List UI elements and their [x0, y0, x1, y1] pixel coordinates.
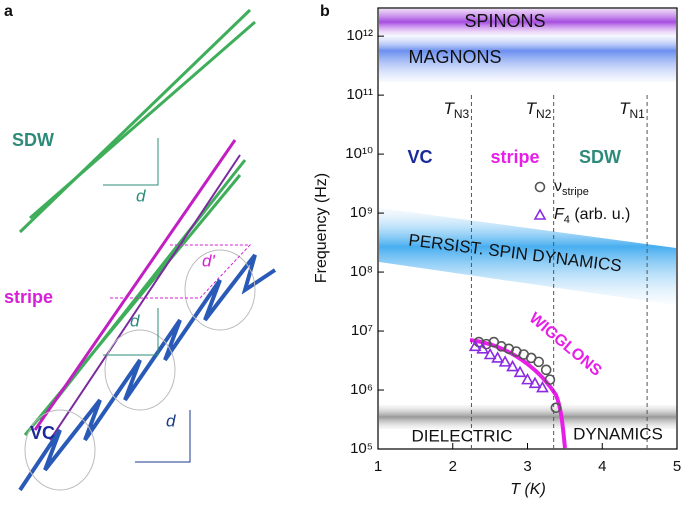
transition-label: TN2: [526, 99, 552, 121]
legend-symbol: ν: [554, 178, 562, 195]
annotation: SPINONS: [464, 11, 545, 31]
legend-subscript: 4: [564, 214, 570, 226]
data-point: [521, 372, 534, 385]
legend-subscript: stripe: [562, 186, 589, 198]
transition-label: TN3: [443, 99, 469, 121]
schematic: [18, 8, 277, 492]
data-point: [533, 356, 545, 368]
y-tick-label: 10¹¹: [346, 86, 373, 103]
y-tick-label: 10¹⁰: [345, 145, 373, 162]
data-point: [498, 355, 512, 367]
data-point: [550, 402, 562, 414]
legend-marker: [533, 208, 547, 220]
transition-subscript: N1: [629, 107, 645, 121]
transition-subscript: N2: [536, 107, 552, 121]
panel-label: a: [4, 3, 13, 20]
data-point: [483, 347, 497, 360]
y-tick-label: 10⁸: [350, 263, 373, 280]
data-point: [528, 376, 542, 389]
transition-symbol: T: [443, 99, 455, 118]
x-axis-label: T (K): [510, 481, 546, 498]
data-point: [496, 341, 507, 352]
annotation: DYNAMICS: [573, 424, 663, 443]
annotation: MAGNONS: [408, 47, 501, 67]
x-tick-label: 1: [374, 458, 382, 475]
x-tick-label: 4: [598, 458, 606, 475]
bands: [379, 9, 676, 449]
phase-name: SDW: [12, 130, 54, 150]
data-point: [544, 374, 556, 385]
transition-label: TN1: [619, 99, 645, 121]
x-tick-label: 5: [673, 458, 681, 475]
phase-name: VC: [30, 423, 55, 443]
annotation: WIGGLONS: [526, 310, 605, 380]
data-point: [536, 380, 549, 393]
legend-symbol: F: [554, 206, 565, 223]
data-point: [476, 342, 490, 354]
spacing-label: d: [136, 186, 146, 205]
spacing-label: d: [130, 311, 140, 330]
data-point: [513, 365, 527, 378]
x-tick-label: 2: [449, 458, 457, 475]
data-point: [468, 339, 482, 352]
transition-symbol: T: [619, 99, 631, 118]
legend-label: F4 (arb. u.): [554, 206, 630, 226]
y-tick-label: 10⁵: [350, 440, 373, 457]
legend-label: νstripe: [554, 178, 589, 198]
y-axis-label: Frequency (Hz): [313, 173, 330, 283]
phase-name: stripe: [4, 287, 53, 307]
legend-suffix: (arb. u.): [570, 206, 630, 223]
phase-label: SDW: [579, 147, 621, 167]
data-point: [540, 364, 552, 376]
transition-subscript: N3: [454, 107, 470, 121]
data-point: [491, 351, 504, 363]
x-tick-label: 3: [523, 458, 531, 475]
y-tick-label: 10¹²: [346, 27, 373, 44]
y-tick-label: 10⁷: [351, 322, 373, 339]
data-point: [506, 359, 519, 372]
legend-marker: [534, 181, 546, 193]
transition-symbol: T: [526, 99, 538, 118]
y-tick-label: 10⁶: [350, 381, 373, 398]
phase-label: VC: [407, 147, 432, 167]
phase-label: stripe: [490, 147, 539, 167]
annotation: DIELECTRIC: [411, 426, 512, 445]
spacing-label: d: [166, 411, 176, 430]
panel-label: b: [320, 3, 330, 20]
spacing-label: d': [202, 251, 215, 270]
y-tick-label: 10⁹: [350, 204, 373, 221]
